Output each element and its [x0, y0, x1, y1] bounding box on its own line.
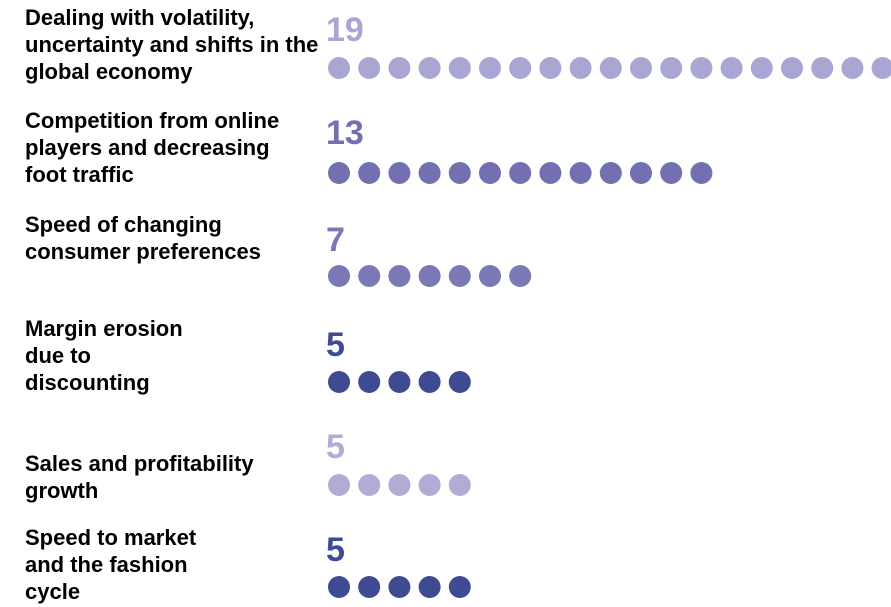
dot — [781, 57, 803, 79]
dot — [569, 162, 592, 184]
dot — [388, 474, 411, 496]
dot — [358, 265, 381, 287]
dot — [660, 57, 683, 79]
dot — [328, 371, 350, 393]
dot — [630, 162, 652, 184]
value-label: 13 — [326, 114, 364, 152]
dot — [448, 371, 471, 393]
dot — [388, 162, 411, 184]
dot — [448, 474, 471, 496]
value-label: 19 — [326, 11, 364, 49]
value-label: 5 — [326, 326, 345, 364]
dot — [690, 162, 713, 184]
dot — [358, 371, 381, 393]
dot — [599, 162, 622, 184]
dot — [388, 265, 411, 287]
dot — [841, 57, 864, 79]
dot — [388, 576, 411, 598]
dot — [599, 57, 622, 79]
dot — [418, 371, 441, 393]
dot — [811, 57, 834, 79]
dot — [479, 57, 501, 79]
dot — [750, 57, 773, 79]
value-label: 7 — [326, 221, 345, 259]
dot — [448, 576, 471, 598]
dot — [418, 265, 441, 287]
dot — [539, 162, 562, 184]
dot — [509, 162, 532, 184]
dot — [328, 162, 350, 184]
dot — [418, 474, 441, 496]
dot — [539, 57, 562, 79]
dot — [388, 371, 411, 393]
category-label: Speed to market and the fashion cycle — [25, 525, 197, 604]
dot — [328, 576, 350, 598]
dot — [448, 162, 471, 184]
value-label: 5 — [326, 428, 345, 466]
category-label: Competition from online players and decr… — [25, 108, 280, 187]
dot — [328, 265, 350, 287]
dot — [388, 57, 411, 79]
dot — [509, 57, 532, 79]
dot — [358, 162, 381, 184]
dot — [871, 57, 891, 79]
dot — [569, 57, 592, 79]
dot — [448, 265, 471, 287]
category-label: Margin erosion due to discounting — [25, 316, 183, 395]
dot — [418, 57, 441, 79]
dot — [418, 162, 441, 184]
dot — [418, 576, 441, 598]
dot — [448, 57, 471, 79]
value-label: 5 — [326, 531, 345, 569]
category-label: Speed of changing consumer preferences — [25, 212, 261, 264]
dot — [630, 57, 652, 79]
dot — [720, 57, 743, 79]
category-label: Dealing with volatility, uncertainty and… — [25, 5, 319, 84]
dot — [690, 57, 713, 79]
dot — [479, 265, 501, 287]
dot — [328, 474, 350, 496]
dot — [358, 57, 381, 79]
category-label: Sales and profitability growth — [25, 451, 254, 503]
dot — [358, 576, 381, 598]
dot — [660, 162, 683, 184]
dot — [479, 162, 501, 184]
dot — [358, 474, 381, 496]
dot — [509, 265, 532, 287]
dot — [328, 57, 350, 79]
